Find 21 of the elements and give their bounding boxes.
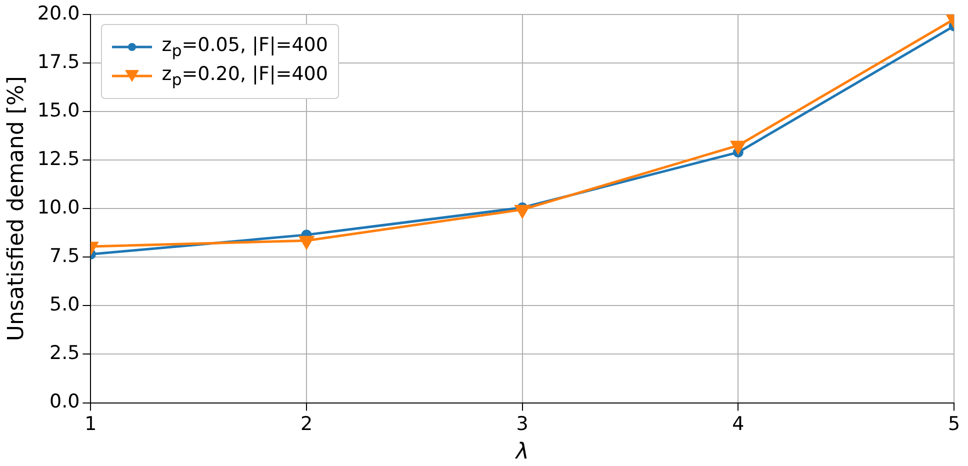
y-tick-label: 10.0	[37, 196, 80, 219]
x-tick-label: 3	[516, 413, 528, 436]
y-tick-label: 15.0	[37, 99, 80, 122]
y-tick-label: 2.5	[49, 342, 80, 364]
legend-label: z$_{p}$=0.05, |F|=400	[162, 34, 328, 60]
x-tick-label: 4	[732, 413, 744, 436]
x-tick-label: 2	[300, 413, 313, 436]
y-tick-label: 7.5	[49, 245, 80, 268]
legend-label: z$_{p}$=0.20, |F|=400	[162, 63, 328, 89]
y-tick-label: 17.5	[37, 50, 80, 73]
y-tick-label: 5.0	[49, 294, 80, 316]
point	[299, 236, 314, 249]
y-tick-label: 20.0	[37, 2, 80, 24]
x-axis-title: λ	[514, 440, 529, 465]
x-tick-label: 1	[84, 413, 97, 436]
point	[730, 140, 746, 154]
x-tick-label: 5	[948, 413, 960, 436]
y-tick-label: 12.5	[37, 148, 80, 170]
y-axis-title: Unsatisfied demand [%]	[4, 76, 29, 342]
point	[515, 204, 530, 218]
y-tick-label: 0.0	[49, 390, 80, 413]
